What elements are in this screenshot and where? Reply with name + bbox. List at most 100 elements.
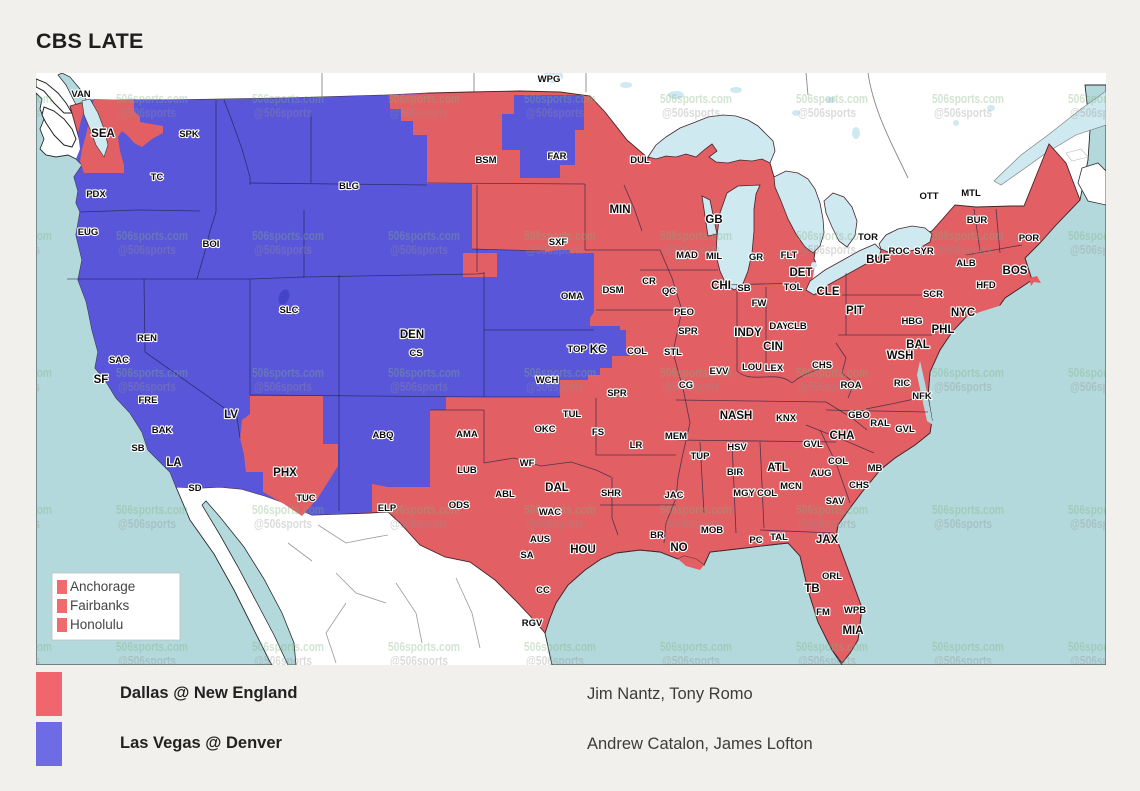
svg-text:CHI: CHI (711, 280, 731, 292)
svg-text:TUC: TUC (296, 493, 316, 504)
svg-text:KNX: KNX (776, 413, 797, 424)
svg-text:GVL: GVL (803, 439, 823, 450)
svg-text:STL: STL (664, 347, 682, 358)
svg-text:WPB: WPB (844, 605, 866, 616)
svg-text:SA: SA (520, 550, 533, 561)
svg-text:SPK: SPK (179, 129, 199, 140)
svg-text:BR: BR (650, 530, 664, 541)
svg-text:EUG: EUG (78, 227, 99, 238)
svg-text:CLE: CLE (817, 286, 840, 298)
svg-text:SCR: SCR (923, 289, 943, 300)
svg-text:PC: PC (749, 535, 762, 546)
svg-text:NFK: NFK (912, 391, 932, 402)
svg-text:SYR: SYR (914, 246, 934, 257)
svg-text:BSM: BSM (475, 155, 496, 166)
svg-text:DUL: DUL (630, 155, 650, 166)
svg-text:ROA: ROA (840, 380, 861, 391)
svg-text:GB: GB (705, 214, 722, 226)
svg-text:ABL: ABL (495, 489, 515, 500)
svg-text:BIR: BIR (727, 467, 744, 478)
svg-text:TOL: TOL (784, 282, 803, 293)
svg-text:SPR: SPR (607, 388, 627, 399)
svg-text:KC: KC (590, 344, 607, 356)
svg-text:PHL: PHL (932, 324, 955, 336)
svg-text:NASH: NASH (720, 410, 753, 422)
svg-text:MB: MB (868, 463, 883, 474)
svg-text:LUB: LUB (457, 465, 477, 476)
svg-text:SEA: SEA (91, 128, 115, 140)
svg-text:AUG: AUG (810, 468, 831, 479)
svg-text:SF: SF (94, 374, 109, 386)
svg-text:LOU: LOU (742, 362, 762, 373)
svg-text:MAD: MAD (676, 250, 698, 261)
svg-text:HBG: HBG (901, 316, 922, 327)
svg-text:MEM: MEM (665, 431, 687, 442)
svg-text:CIN: CIN (763, 341, 783, 353)
svg-text:TUP: TUP (691, 451, 711, 462)
svg-text:OTT: OTT (920, 191, 939, 202)
svg-text:MGY: MGY (733, 488, 755, 499)
svg-text:LA: LA (166, 457, 181, 469)
svg-text:TOR: TOR (858, 232, 878, 243)
svg-text:MIN: MIN (609, 204, 630, 216)
svg-text:ODS: ODS (449, 500, 470, 511)
svg-text:CHS: CHS (812, 360, 832, 371)
svg-text:ROC: ROC (888, 246, 909, 257)
svg-text:CLB: CLB (787, 321, 807, 332)
svg-text:TUL: TUL (563, 409, 582, 420)
svg-text:SB: SB (131, 443, 144, 454)
svg-text:FAR: FAR (548, 151, 567, 162)
svg-text:BOI: BOI (203, 239, 220, 250)
svg-text:HSV: HSV (727, 442, 747, 453)
svg-text:COL: COL (757, 488, 777, 499)
svg-text:JAX: JAX (816, 534, 839, 546)
svg-text:DAL: DAL (545, 482, 569, 494)
svg-text:SLC: SLC (280, 305, 299, 316)
svg-text:PIT: PIT (846, 305, 864, 317)
svg-text:TOP: TOP (567, 344, 587, 355)
svg-text:AMA: AMA (456, 429, 478, 440)
svg-text:ORL: ORL (822, 571, 842, 582)
svg-text:AUS: AUS (530, 534, 550, 545)
svg-text:LV: LV (224, 409, 238, 421)
svg-text:PEO: PEO (674, 307, 694, 318)
svg-text:REN: REN (137, 333, 157, 344)
svg-text:EVV: EVV (709, 366, 729, 377)
svg-text:DAY: DAY (769, 321, 789, 332)
svg-text:NYC: NYC (951, 307, 975, 319)
svg-text:PHX: PHX (273, 467, 297, 479)
svg-text:SXF: SXF (549, 237, 568, 248)
svg-text:TB: TB (804, 583, 819, 595)
svg-text:JAC: JAC (664, 490, 683, 501)
svg-text:PDX: PDX (86, 189, 106, 200)
svg-text:OMA: OMA (561, 291, 583, 302)
svg-text:FRE: FRE (139, 395, 158, 406)
svg-text:GVL: GVL (895, 424, 915, 435)
svg-text:GBO: GBO (848, 410, 870, 421)
svg-text:WPG: WPG (538, 74, 561, 85)
svg-text:VAN: VAN (71, 89, 90, 100)
svg-text:SAV: SAV (826, 496, 845, 507)
svg-text:Honolulu: Honolulu (70, 617, 123, 632)
svg-text:MTL: MTL (961, 188, 981, 199)
svg-text:WF: WF (520, 458, 535, 469)
svg-text:BOS: BOS (1003, 265, 1028, 277)
svg-text:TAL: TAL (770, 532, 788, 543)
svg-text:LEX: LEX (765, 363, 784, 374)
svg-text:FW: FW (752, 298, 767, 309)
svg-text:SB: SB (737, 283, 750, 294)
svg-text:BLG: BLG (339, 181, 359, 192)
svg-text:MIA: MIA (842, 625, 863, 637)
svg-text:ATL: ATL (767, 462, 789, 474)
svg-text:RGV: RGV (522, 618, 543, 629)
svg-text:CHS: CHS (849, 480, 869, 491)
svg-text:NO: NO (670, 542, 687, 554)
svg-text:MOB: MOB (701, 525, 723, 536)
svg-text:SAC: SAC (109, 355, 129, 366)
svg-text:DET: DET (790, 267, 813, 279)
svg-text:MCN: MCN (780, 481, 802, 492)
svg-text:BUR: BUR (967, 215, 988, 226)
svg-text:FLT: FLT (781, 250, 798, 261)
svg-text:Anchorage: Anchorage (70, 579, 135, 594)
svg-text:FS: FS (592, 427, 604, 438)
